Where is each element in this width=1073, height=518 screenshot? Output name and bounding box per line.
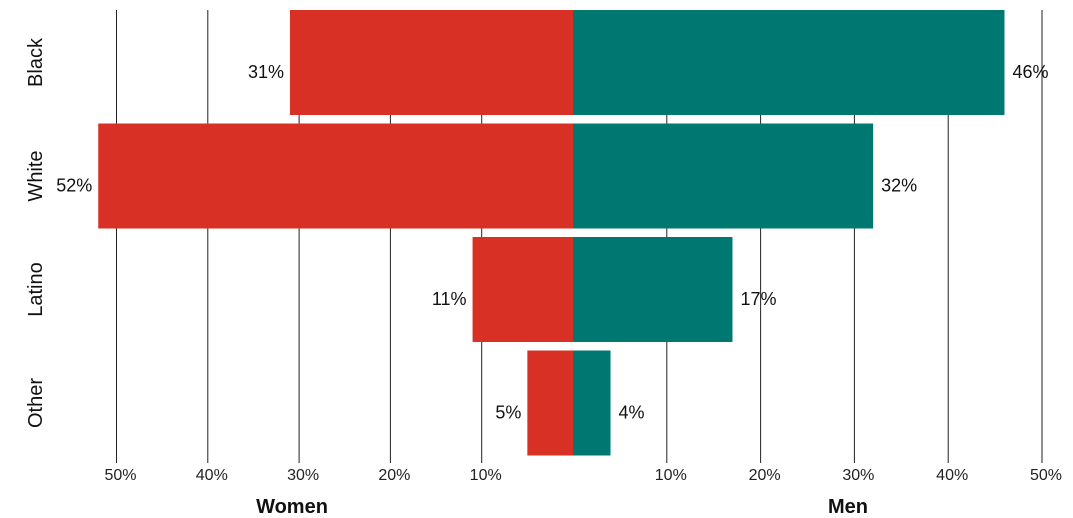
value-label-women-latino: 11% [432,289,467,309]
x-tick-women-20: 20% [378,467,410,484]
value-label-men-black: 46% [1012,62,1048,82]
value-label-women-white: 52% [56,176,92,196]
x-tick-men-50: 50% [1030,467,1062,484]
category-label-latino: Latino [25,262,47,317]
value-labels: 31% 46% 52% 32% 11% 17% 5% 4% [56,62,1048,423]
x-tick-women-50: 50% [104,467,136,484]
value-label-men-latino: 17% [740,289,776,309]
men-axis-label: Men [828,496,868,518]
x-tick-women-30: 30% [287,467,319,484]
category-label-white: White [25,150,47,201]
category-label-black: Black [25,37,47,87]
category-labels: Black White Latino Other [25,37,47,428]
x-tick-men-20: 20% [749,467,781,484]
x-tick-women-10: 10% [470,467,502,484]
value-label-men-white: 32% [881,176,917,196]
bar-women-other [527,350,573,456]
x-tick-women-40: 40% [196,467,228,484]
bar-men-other [573,350,611,456]
x-tick-men-30: 30% [842,467,874,484]
value-label-women-other: 5% [495,403,521,423]
bar-women-black [289,10,573,115]
x-tick-men-10: 10% [655,467,687,484]
bar-women-white [98,123,574,229]
value-label-women-black: 31% [248,62,284,82]
category-label-other: Other [25,378,47,428]
bar-men-black [573,10,1005,115]
value-label-men-other: 4% [619,403,645,423]
bars [98,10,1005,456]
bar-men-latino [573,237,733,342]
bar-men-white [573,123,874,229]
women-axis-label: Women [256,496,328,518]
bar-women-latino [472,237,573,342]
x-tick-labels: 10% 10% 20% 20% 30% 30% 40% 40% 50% 50% [104,467,1062,484]
x-tick-men-40: 40% [936,467,968,484]
